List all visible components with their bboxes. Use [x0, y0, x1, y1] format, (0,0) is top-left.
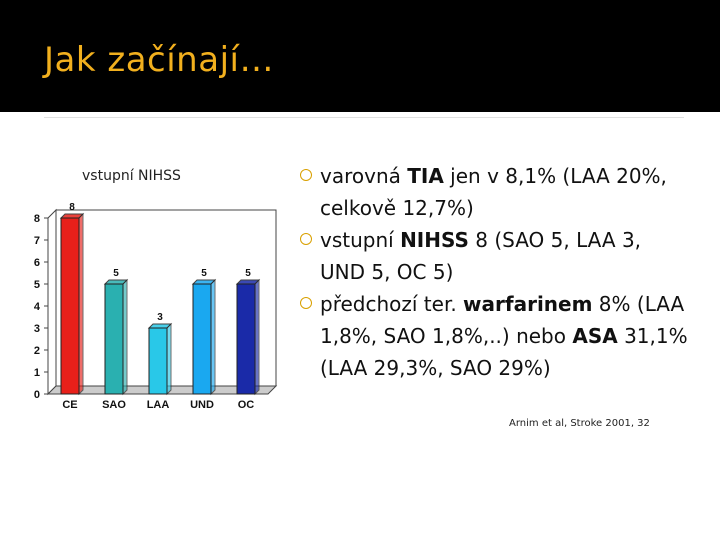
bar-side [166, 322, 172, 396]
data-label: 5 [113, 268, 119, 279]
bar [192, 283, 212, 395]
bullet-bold-text: TIA [407, 164, 444, 188]
bullet-text: předchozí ter. [320, 292, 464, 316]
y-tick-label: 7 [34, 235, 40, 247]
y-tick-label: 1 [34, 367, 40, 379]
circle-bullet-icon [300, 169, 312, 181]
bullet-text: varovná [320, 164, 408, 188]
category-label: CE [62, 399, 77, 411]
y-tick-label: 2 [34, 345, 40, 357]
circle-bullet-icon [300, 297, 312, 309]
bullet-bold-text: NIHSS [400, 228, 469, 252]
bar-side [254, 278, 260, 396]
bar [236, 283, 256, 395]
bullet-text: 8% (LAA 1,8%, SAO 1,8%,..) nebo [320, 292, 685, 348]
bar [104, 283, 124, 395]
bullet-bold-text: warfarinem [463, 292, 593, 316]
y-tick-label: 3 [34, 323, 40, 335]
chart-caption: vstupní NIHSS [82, 168, 181, 184]
circle-bullet-icon [300, 233, 312, 245]
bullet-item: varovná TIA jen v 8,1% (LAA 20%, celkově… [300, 160, 690, 224]
data-label: 5 [201, 268, 207, 279]
bullet-text: 31,1% (LAA 29,3%, SAO 29%) [320, 324, 688, 380]
bullet-item: vstupní NIHSS 8 (SAO 5, LAA 3, UND 5, OC… [300, 224, 690, 288]
bar [148, 327, 168, 395]
data-label: 5 [245, 268, 251, 279]
divider [44, 117, 684, 118]
bar-side [78, 212, 84, 396]
bar-side [210, 278, 216, 396]
slide-title: Jak začínají… [44, 40, 274, 80]
bullet-bold-text: ASA [572, 324, 618, 348]
title-band [0, 0, 720, 112]
bar-side [122, 278, 128, 396]
y-tick-label: 8 [34, 213, 40, 225]
data-label: 3 [157, 312, 163, 323]
bullet-list: varovná TIA jen v 8,1% (LAA 20%, celkově… [300, 160, 690, 384]
bullet-text: vstupní [320, 228, 401, 252]
bullet-text: 8 (SAO 5, LAA 3, UND 5, OC 5) [320, 228, 642, 284]
chart-side-wall [47, 208, 57, 396]
category-label: OC [238, 399, 255, 411]
bar-chart: 0 1 2 3 4 5 6 7 8 8 CE 5 SAO 3 LAA 5 UND 5 OC [34, 202, 278, 411]
category-label: SAO [102, 399, 126, 411]
y-tick-label: 0 [34, 389, 40, 401]
bullet-text: jen v 8,1% (LAA 20%, celkově 12,7%) [320, 164, 667, 220]
citation: Arnim et al, Stroke 2001, 32 [509, 418, 650, 429]
category-label: LAA [147, 399, 170, 411]
y-tick-label: 4 [34, 301, 41, 313]
bar [60, 217, 80, 395]
data-label: 8 [69, 202, 75, 213]
y-tick-label: 6 [34, 257, 40, 269]
category-label: UND [190, 399, 214, 411]
bullet-item: předchozí ter. warfarinem 8% (LAA 1,8%, … [300, 288, 690, 384]
y-tick-label: 5 [34, 279, 40, 291]
